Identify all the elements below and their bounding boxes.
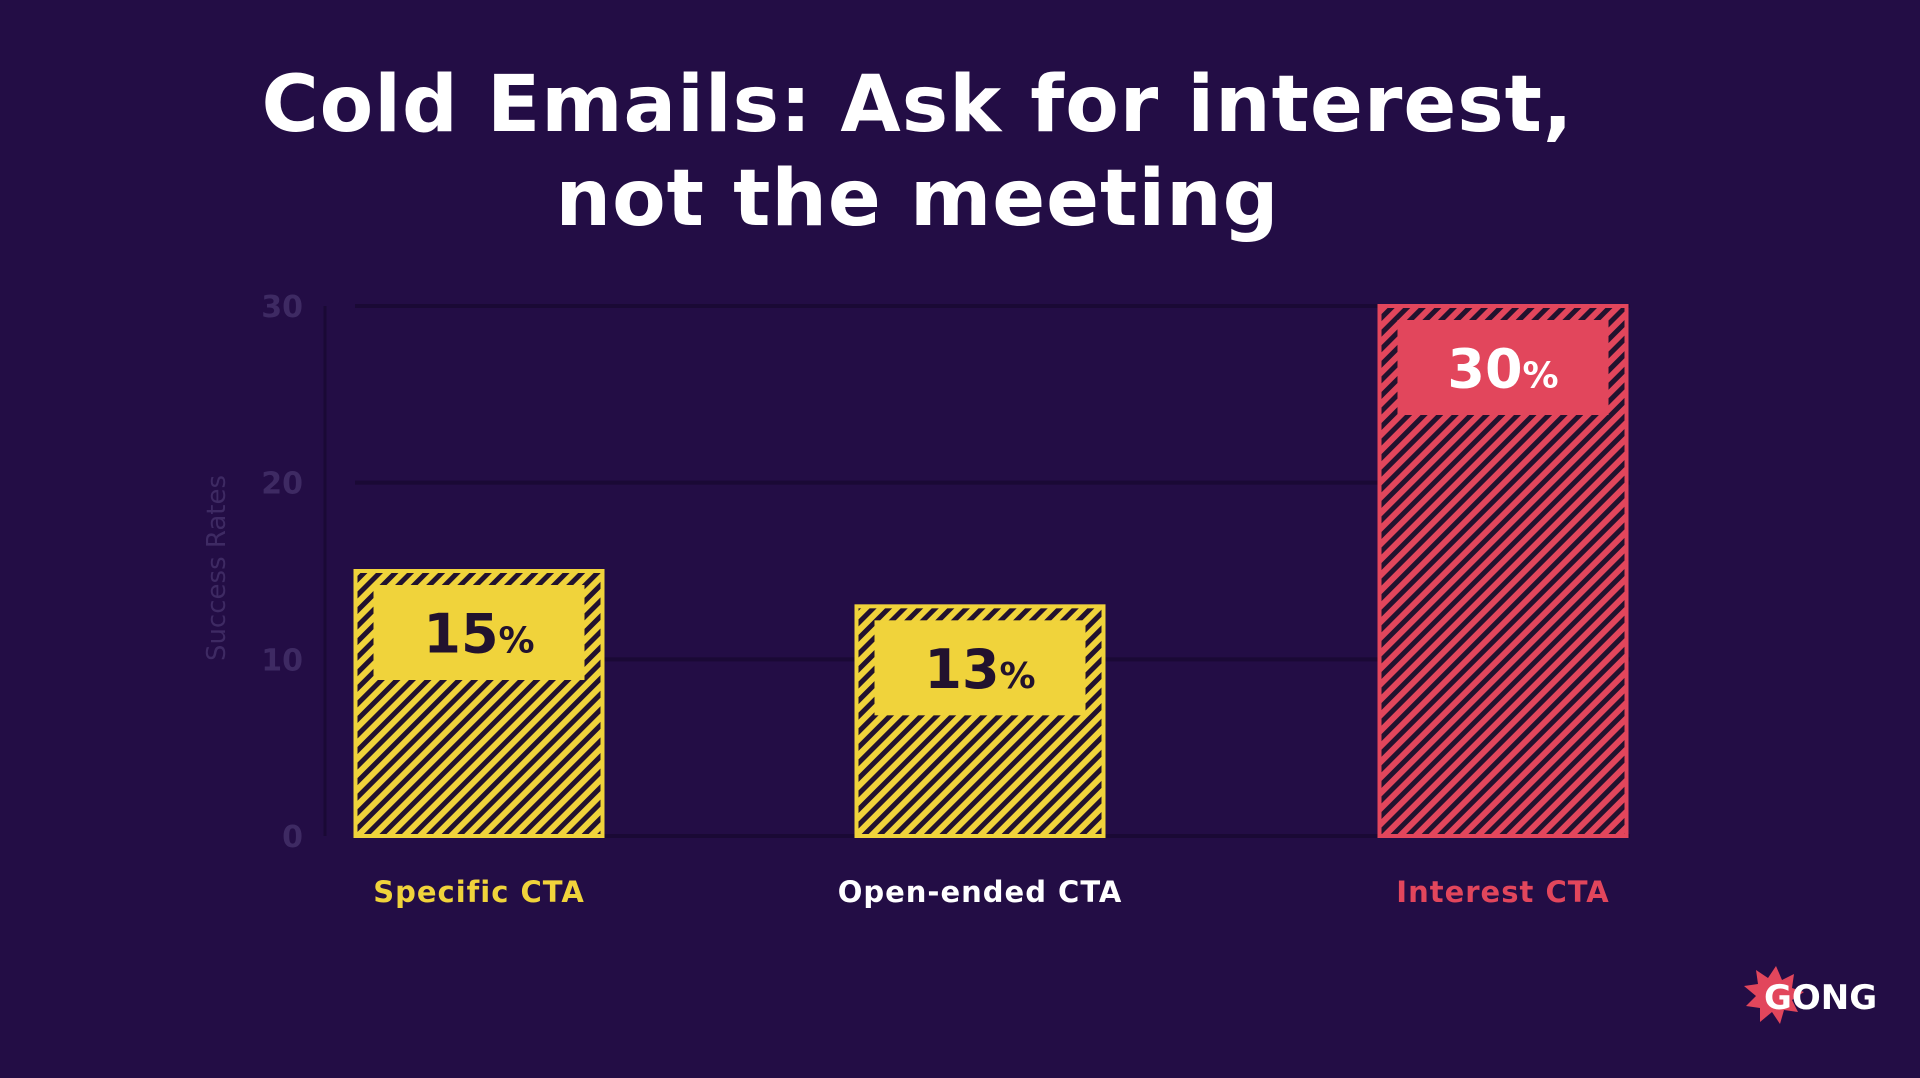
y-axis: 0 10 20 30 Success Rates bbox=[202, 290, 327, 855]
gong-logo: GONG bbox=[1742, 962, 1892, 1042]
y-tick-label: 0 bbox=[282, 820, 303, 855]
value-label-box bbox=[1397, 320, 1609, 415]
logo-text: GONG bbox=[1764, 978, 1878, 1018]
value-label-box bbox=[874, 620, 1086, 716]
x-axis: Specific CTA Open-ended CTA Interest CTA bbox=[373, 875, 1609, 909]
chart-title: Cold Emails: Ask for interest, not the m… bbox=[0, 58, 1835, 246]
category-label: Specific CTA bbox=[373, 875, 585, 909]
y-axis-title: Success Rates bbox=[202, 475, 232, 661]
category-label: Open-ended CTA bbox=[838, 875, 1123, 909]
bar-group: 30% bbox=[1377, 304, 1629, 838]
data-label: 30% bbox=[1447, 338, 1558, 401]
title-line-1: Cold Emails: Ask for interest, bbox=[261, 60, 1574, 150]
title-line-2: not the meeting bbox=[555, 154, 1280, 244]
bars: 15% 13% 30% bbox=[353, 304, 1629, 838]
y-tick-label: 30 bbox=[261, 290, 303, 325]
bar-group: 15% bbox=[353, 569, 605, 838]
y-tick-label: 10 bbox=[261, 643, 303, 678]
data-label: 15% bbox=[423, 603, 534, 666]
data-label: 13% bbox=[924, 638, 1035, 701]
category-label: Interest CTA bbox=[1396, 875, 1609, 909]
value-label-box bbox=[373, 585, 585, 680]
bar-group: 13% bbox=[854, 604, 1106, 838]
starburst-icon bbox=[1744, 966, 1804, 1024]
y-tick-label: 20 bbox=[261, 467, 303, 502]
